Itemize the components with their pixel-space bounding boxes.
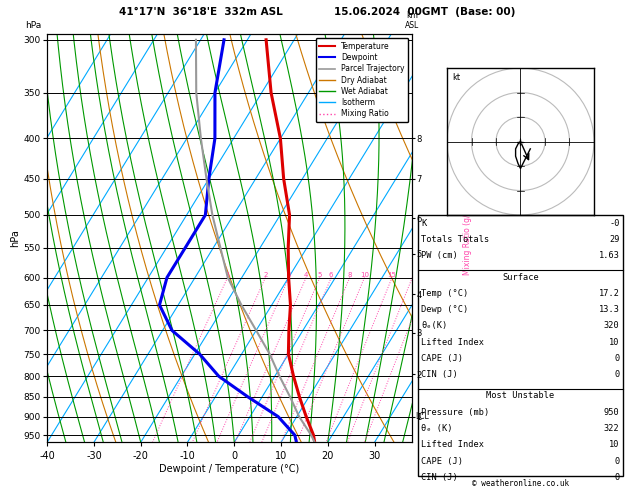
Text: kt: kt <box>452 73 460 82</box>
Text: Temp (°C): Temp (°C) <box>421 289 469 298</box>
Text: CIN (J): CIN (J) <box>421 473 458 482</box>
Text: 10: 10 <box>609 338 620 347</box>
Text: 10: 10 <box>609 440 620 449</box>
Text: hPa: hPa <box>25 21 42 30</box>
Text: 320: 320 <box>604 321 620 330</box>
Text: 15.06.2024  00GMT  (Base: 00): 15.06.2024 00GMT (Base: 00) <box>334 7 515 17</box>
Text: 1.63: 1.63 <box>599 251 620 260</box>
Text: Lifted Index: Lifted Index <box>421 338 484 347</box>
Text: CAPE (J): CAPE (J) <box>421 456 464 466</box>
Text: K: K <box>421 219 426 228</box>
Text: Most Unstable: Most Unstable <box>486 391 555 400</box>
Text: 6: 6 <box>329 272 333 278</box>
Text: θₑ(K): θₑ(K) <box>421 321 448 330</box>
Text: LCL: LCL <box>416 412 430 421</box>
Text: CIN (J): CIN (J) <box>421 370 458 379</box>
Text: 1: 1 <box>225 272 230 278</box>
Text: 2: 2 <box>263 272 267 278</box>
Text: 322: 322 <box>604 424 620 433</box>
Text: 10: 10 <box>360 272 369 278</box>
Text: Dewp (°C): Dewp (°C) <box>421 305 469 314</box>
Text: Lifted Index: Lifted Index <box>421 440 484 449</box>
Text: Mixing Ratio (g/kg): Mixing Ratio (g/kg) <box>463 202 472 275</box>
Legend: Temperature, Dewpoint, Parcel Trajectory, Dry Adiabat, Wet Adiabat, Isotherm, Mi: Temperature, Dewpoint, Parcel Trajectory… <box>316 38 408 122</box>
Text: θₑ (K): θₑ (K) <box>421 424 453 433</box>
Text: Totals Totals: Totals Totals <box>421 235 490 244</box>
Text: -0: -0 <box>609 219 620 228</box>
Text: 17.2: 17.2 <box>599 289 620 298</box>
Text: 41°17'N  36°18'E  332m ASL: 41°17'N 36°18'E 332m ASL <box>120 7 283 17</box>
Text: 4: 4 <box>304 272 308 278</box>
Text: 5: 5 <box>318 272 322 278</box>
X-axis label: Dewpoint / Temperature (°C): Dewpoint / Temperature (°C) <box>160 464 299 474</box>
Text: 950: 950 <box>604 408 620 417</box>
Text: Surface: Surface <box>502 273 539 281</box>
Text: 3: 3 <box>287 272 291 278</box>
Text: PW (cm): PW (cm) <box>421 251 458 260</box>
Text: © weatheronline.co.uk: © weatheronline.co.uk <box>472 479 569 486</box>
Text: 15: 15 <box>387 272 396 278</box>
Text: Pressure (mb): Pressure (mb) <box>421 408 490 417</box>
Text: km
ASL: km ASL <box>405 11 419 30</box>
Text: 0: 0 <box>615 354 620 363</box>
Text: 0: 0 <box>615 473 620 482</box>
Text: 13.3: 13.3 <box>599 305 620 314</box>
Text: 8: 8 <box>347 272 352 278</box>
Y-axis label: hPa: hPa <box>10 229 20 247</box>
Text: 29: 29 <box>609 235 620 244</box>
Text: 0: 0 <box>615 456 620 466</box>
Text: 0: 0 <box>615 370 620 379</box>
Text: CAPE (J): CAPE (J) <box>421 354 464 363</box>
